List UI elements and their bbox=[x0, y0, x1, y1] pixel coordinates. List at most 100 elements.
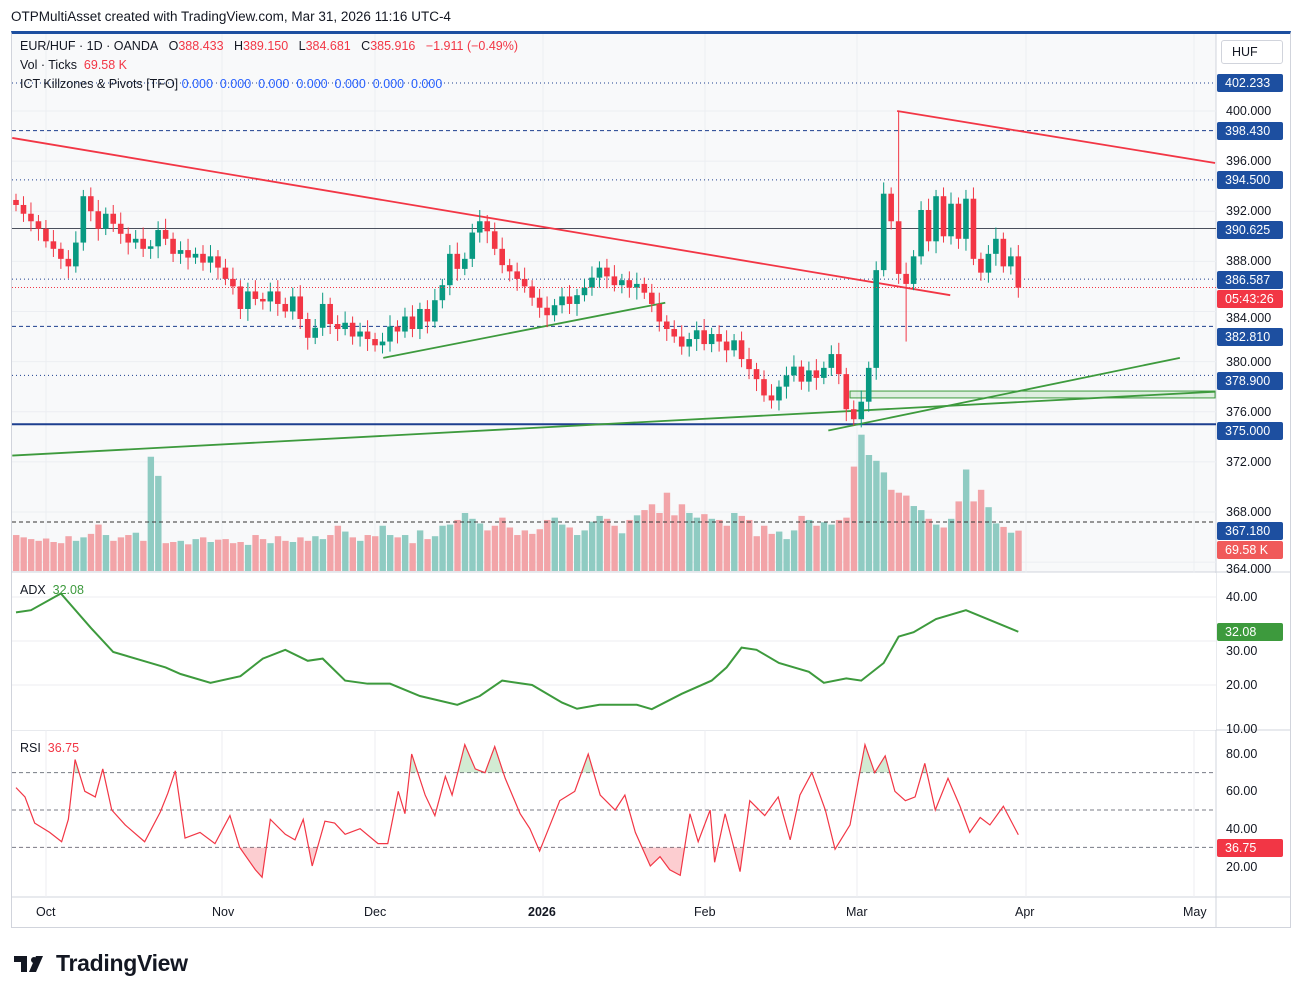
volume-bar bbox=[731, 513, 738, 571]
symbol-legend: EUR/HUF · 1D · OANDA O388.433 H389.150 L… bbox=[20, 39, 518, 53]
candle-body bbox=[65, 258, 72, 267]
symbol-name[interactable]: EUR/HUF · 1D · OANDA bbox=[20, 39, 159, 53]
candle-body bbox=[888, 193, 894, 222]
volume-bar bbox=[678, 504, 686, 571]
candle-body bbox=[798, 366, 805, 382]
adx-value: 32.08 bbox=[52, 583, 84, 597]
rsi-tick-label: 20.00 bbox=[1226, 859, 1258, 874]
volume-bar bbox=[746, 519, 753, 571]
candle-body bbox=[177, 250, 184, 254]
candle-body bbox=[836, 354, 842, 375]
volume-bar bbox=[1015, 530, 1022, 571]
volume-bar bbox=[603, 518, 611, 571]
volume-label[interactable]: Vol · Ticks bbox=[20, 58, 77, 72]
rsi-tick-label: 60.00 bbox=[1226, 784, 1258, 799]
volume-bar bbox=[297, 537, 304, 571]
adx-label[interactable]: ADX bbox=[20, 583, 46, 597]
volume-bar bbox=[267, 543, 274, 571]
candle-body bbox=[342, 322, 348, 330]
volume-bar bbox=[798, 515, 805, 571]
candle-body bbox=[611, 276, 618, 286]
candle-body bbox=[125, 233, 131, 243]
candle-body bbox=[723, 341, 730, 351]
change-value: −1.911 (−0.49%) bbox=[425, 39, 519, 53]
candle-body bbox=[776, 386, 782, 401]
volume-bar bbox=[200, 537, 207, 571]
volume-bar bbox=[701, 514, 708, 571]
adx-tick-label: 10.00 bbox=[1226, 722, 1258, 736]
candle-body bbox=[910, 256, 917, 284]
volume-bar bbox=[977, 489, 985, 571]
time-tick-label: Mar bbox=[846, 905, 868, 919]
volume-bar bbox=[132, 532, 140, 571]
volume-bar bbox=[820, 522, 828, 571]
currency-button[interactable]: HUF bbox=[1221, 40, 1283, 64]
candle-body bbox=[394, 326, 401, 332]
candle-body bbox=[619, 280, 625, 286]
volume-bar bbox=[27, 539, 35, 571]
candle-body bbox=[813, 370, 820, 378]
candle-body bbox=[454, 253, 461, 269]
time-tick-label: 2026 bbox=[528, 905, 556, 919]
volume-bar bbox=[641, 510, 648, 571]
volume-bar bbox=[1007, 532, 1015, 571]
price-tick-label: 364.000 bbox=[1226, 561, 1272, 576]
candle-body bbox=[349, 322, 356, 337]
time-tick-label: Feb bbox=[694, 905, 716, 919]
candle-body bbox=[50, 241, 57, 249]
indicator-label[interactable]: ICT Killzones & Pivots [TFO] bbox=[20, 77, 179, 91]
candle-body bbox=[476, 221, 483, 233]
candle-body bbox=[828, 354, 835, 368]
rsi-value-tag: 36.75 bbox=[1217, 838, 1283, 857]
candle-body bbox=[761, 379, 767, 396]
volume-bar bbox=[783, 539, 790, 571]
high-value: 389.150 bbox=[243, 39, 289, 53]
volume-bar bbox=[110, 540, 117, 571]
candle-body bbox=[289, 296, 296, 312]
candle-body bbox=[559, 296, 565, 306]
volume-bar bbox=[761, 525, 768, 571]
adx-tick-label: 20.00 bbox=[1226, 678, 1258, 692]
candle-body bbox=[58, 248, 64, 259]
candle-body bbox=[514, 271, 520, 279]
candle-body bbox=[35, 221, 42, 229]
volume-bar bbox=[431, 536, 439, 571]
tradingview-logo-icon bbox=[14, 955, 43, 972]
volume-bar bbox=[192, 539, 199, 571]
candle-body bbox=[581, 287, 588, 296]
candle-body bbox=[933, 196, 939, 242]
rsi-label[interactable]: RSI bbox=[20, 741, 41, 755]
volume-bar bbox=[50, 542, 57, 571]
candle-body bbox=[529, 286, 535, 298]
red-trendline bbox=[12, 137, 951, 297]
volume-bar bbox=[648, 504, 656, 571]
tradingview-logo: TradingView bbox=[14, 950, 188, 977]
rsi-overbought-fill bbox=[16, 744, 1019, 773]
candle-body bbox=[521, 278, 528, 287]
rsi-legend: RSI 36.75 bbox=[20, 741, 79, 755]
candle-body bbox=[738, 340, 745, 360]
candle-body bbox=[110, 213, 117, 224]
candle-body bbox=[693, 330, 700, 340]
volume-bar bbox=[469, 518, 476, 571]
candle-body bbox=[634, 283, 640, 288]
candle-body bbox=[880, 193, 887, 271]
price-level-tag: 390.625 bbox=[1217, 221, 1283, 240]
candle-body bbox=[469, 232, 476, 259]
volume-bar bbox=[933, 524, 940, 571]
volume-bar bbox=[207, 542, 214, 571]
candle-body bbox=[327, 303, 333, 325]
volume-bar bbox=[843, 517, 850, 571]
adx-line bbox=[15, 592, 1019, 711]
volume-bar bbox=[327, 535, 334, 571]
candle-body bbox=[865, 367, 872, 402]
volume-bar bbox=[424, 539, 431, 571]
volume-bar bbox=[858, 434, 865, 571]
candle-body bbox=[80, 196, 87, 243]
candle-body bbox=[364, 331, 371, 340]
low-label: L bbox=[298, 39, 306, 53]
time-tick-label: Apr bbox=[1015, 905, 1035, 919]
volume-bar bbox=[446, 524, 454, 571]
volume-bar bbox=[289, 542, 297, 571]
